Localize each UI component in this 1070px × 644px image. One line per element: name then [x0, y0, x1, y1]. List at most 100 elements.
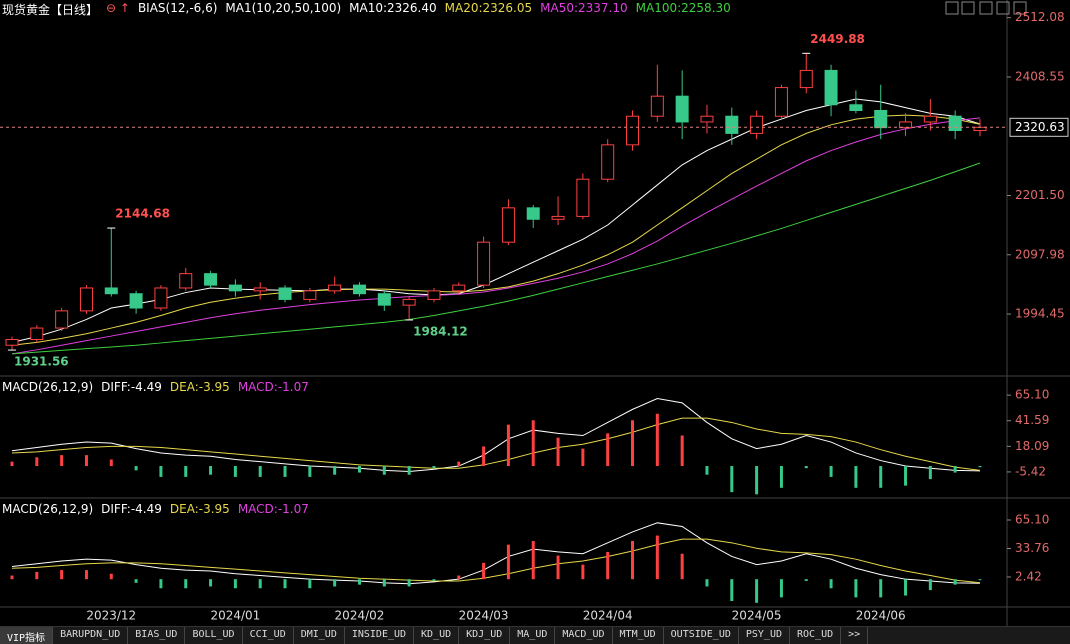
indicator-tab[interactable]: >> [841, 627, 869, 644]
y-tick-label: 2408.55 [1015, 69, 1065, 83]
candle-body [5, 339, 19, 346]
y-tick-label: 2512.08 [1015, 10, 1065, 24]
window-icons[interactable] [945, 1, 1027, 15]
ma-line [11, 114, 981, 346]
candle-body [650, 95, 664, 117]
legend-entry: MACD:-1.07 [237, 380, 309, 394]
legend: MA10:2326.40 MA20:2326.05 MA50:2337.10 MA10… [349, 1, 731, 18]
indicator-tab[interactable]: BOLL_UD [185, 627, 243, 644]
macd-line [11, 522, 981, 585]
y-tick-label: 2097.98 [1015, 247, 1065, 261]
x-tick-label: 2024/06 [856, 609, 906, 623]
candle-body [427, 290, 441, 300]
indicator-tab[interactable]: MACD_UD [555, 627, 613, 644]
x-tick-label: 2024/01 [210, 609, 260, 623]
candle-body [774, 87, 788, 117]
candle-body [899, 121, 913, 129]
candle-body [725, 115, 739, 134]
indicator-tab[interactable]: PSY_UD [739, 627, 790, 644]
chart-canvas: 2512.08 2408.55 2201.50 2097.98 1994.45 2023/… [0, 0, 1070, 626]
candle-body [328, 284, 342, 292]
candle-body [551, 215, 565, 220]
arrow-icon: ⊖ ↑ [106, 1, 130, 15]
indicator-tab[interactable]: BARUPDN_UD [53, 627, 129, 644]
candle-body [278, 287, 292, 300]
indicator-tab[interactable]: CCI_UD [243, 627, 294, 644]
legend-entry: MA100:2258.30 [635, 1, 731, 15]
legend-entry: MACD:-1.07 [237, 502, 309, 516]
candle-body [30, 327, 44, 341]
y-tick-label: 2201.50 [1015, 188, 1065, 202]
candle-body [799, 69, 813, 89]
indicator-tab[interactable]: DMI_UD [294, 627, 345, 644]
candle-body [700, 115, 714, 123]
y-tick-label: 65.10 [1015, 388, 1049, 402]
candle-body [477, 241, 491, 286]
current-price-label: 2320.63 [1015, 120, 1065, 134]
ma-line [11, 98, 981, 343]
current-price-box [1009, 117, 1069, 137]
icon[interactable] [945, 1, 959, 15]
indicator-tab[interactable]: MA_UD [510, 627, 556, 644]
candle-body [576, 178, 590, 217]
macd-line [11, 538, 981, 584]
candle-body [675, 95, 689, 123]
candle-body [750, 115, 764, 134]
y-tick-label: 2.42 [1015, 569, 1042, 583]
main-header: 现货黄金【日线】 ⊖ ↑ BIAS(12,-6,6) MA1(10,20,50,… [2, 1, 731, 18]
indicator-tab[interactable]: OUTSIDE_UD [664, 627, 739, 644]
indicator-tab[interactable]: ROC_UD [790, 627, 842, 644]
extreme-label: 1984.12 [413, 324, 468, 338]
indicator-tab[interactable]: KD_UD [414, 627, 460, 644]
y-tick-label: 33.76 [1015, 541, 1049, 555]
candle-body [849, 104, 863, 111]
candle-body [79, 287, 93, 312]
legend-entry: DIFF:-4.49 [101, 380, 162, 394]
candle-body [204, 273, 218, 286]
y-tick-label: 1994.45 [1015, 307, 1065, 321]
legend-entry: DIFF:-4.49 [101, 502, 162, 516]
extreme-label: 1931.56 [14, 355, 69, 369]
legend-entry: MA20:2326.05 [444, 1, 533, 15]
x-tick-label: 2024/04 [583, 609, 633, 623]
y-tick-label: 41.59 [1015, 413, 1049, 427]
candle-body [129, 293, 143, 309]
candle-body [824, 69, 838, 106]
candle-body [402, 298, 416, 306]
icon[interactable] [996, 1, 1010, 15]
candle-body [626, 115, 640, 146]
ma-line [11, 117, 981, 355]
indicator: BIAS(12,-6,6) [137, 1, 218, 15]
candle-body [179, 273, 193, 289]
indicator-tab[interactable]: KDJ_UD [459, 627, 511, 644]
legend: DIFF:-4.49 DEA:-3.95 MACD:-1.07 [101, 380, 309, 394]
icon[interactable] [961, 1, 975, 15]
candle-body [601, 144, 615, 180]
legend-entry: MA10:2326.40 [349, 1, 437, 15]
candle-body [154, 287, 168, 309]
macd-line [11, 397, 981, 472]
icon[interactable] [979, 1, 993, 15]
icon[interactable] [1013, 1, 1027, 15]
macd-header: MACD(26,12,9) DIFF:-4.49 DEA:-3.95 MACD:-1… [2, 502, 309, 516]
indicator-tab[interactable]: MTM_UD [613, 627, 664, 644]
extreme-label: 2449.88 [810, 32, 865, 46]
candle-body [923, 115, 937, 123]
indicator-tabs: VIP指标 BARUPDN_UD BIAS_UD BOLL_UD CCI_UD DMI_U… [0, 626, 1070, 644]
legend-entry: DEA:-3.95 [169, 380, 230, 394]
y-tick-label: 65.10 [1015, 513, 1049, 527]
legend-entry: MA50:2337.10 [540, 1, 628, 15]
x-tick-label: 2023/12 [86, 609, 136, 623]
macd-header: MACD(26,12,9) DIFF:-4.49 DEA:-3.95 MACD:-1… [2, 380, 309, 394]
candle-body [948, 115, 962, 132]
legend-entry: DEA:-3.95 [169, 502, 230, 516]
candle-body [377, 293, 391, 306]
candle-body [104, 287, 118, 295]
indicator-tab[interactable]: BIAS_UD [128, 627, 186, 644]
candle-body [501, 207, 515, 243]
indicator-tab[interactable]: INSIDE_UD [345, 627, 415, 644]
candle-body [303, 290, 317, 300]
indicator-tab[interactable]: VIP指标 [0, 627, 54, 644]
y-tick-label: 18.09 [1015, 439, 1049, 453]
